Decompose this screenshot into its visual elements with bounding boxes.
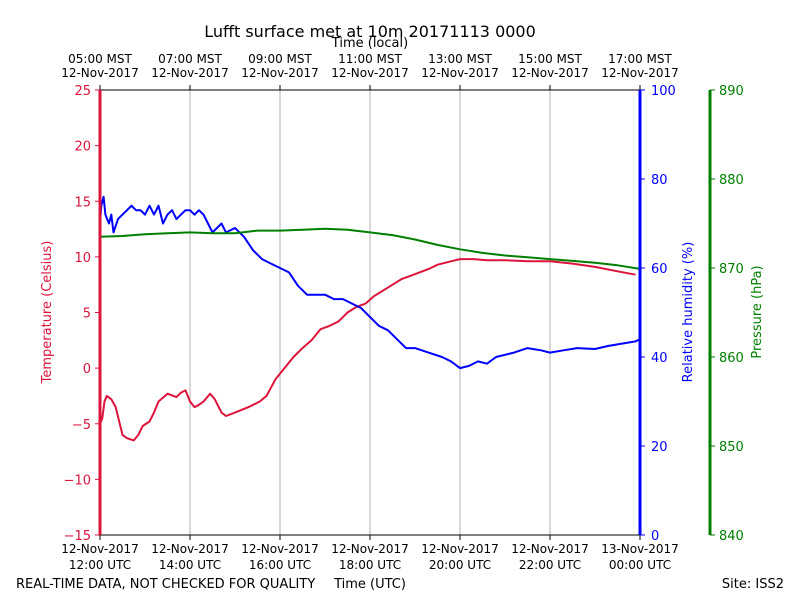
bottom-tick-date: 13-Nov-2017: [601, 542, 679, 556]
temperature-tick-label: 5: [83, 307, 91, 322]
top-tick-time: 11:00 MST: [338, 52, 402, 66]
top-tick-time: 17:00 MST: [608, 52, 672, 66]
top-tick-date: 12-Nov-2017: [511, 66, 589, 80]
temperature-tick-label: −10: [64, 473, 91, 488]
humidity-axis-label: Relative humidity (%): [681, 242, 696, 383]
pressure-tick-label: 890: [719, 84, 744, 99]
bottom-tick-time: 20:00 UTC: [429, 558, 491, 572]
humidity-tick-label: 60: [651, 262, 668, 277]
bottom-tick-date: 12-Nov-2017: [151, 542, 229, 556]
bottom-tick-date: 12-Nov-2017: [421, 542, 499, 556]
temperature-axis-label: Temperature (Celsius): [40, 241, 55, 385]
bottom-tick-time: 22:00 UTC: [519, 558, 581, 572]
temperature-tick-label: −15: [64, 529, 91, 544]
bottom-axis-label: Time (UTC): [333, 577, 406, 592]
series-layer: [99, 195, 641, 442]
pressure-tick-label: 870: [719, 262, 744, 277]
temperature-tick-label: 25: [74, 84, 91, 99]
temperature-tick-label: −5: [72, 418, 91, 433]
bottom-tick-date: 12-Nov-2017: [241, 542, 319, 556]
pressure-tick-label: 880: [719, 173, 744, 188]
top-tick-time: 05:00 MST: [68, 52, 132, 66]
top-tick-time: 09:00 MST: [248, 52, 312, 66]
temperature-tick-label: 10: [74, 251, 91, 266]
bottom-tick-time: 16:00 UTC: [249, 558, 311, 572]
bottom-tick-date: 12-Nov-2017: [331, 542, 409, 556]
quality-disclaimer: REAL-TIME DATA, NOT CHECKED FOR QUALITY: [16, 577, 315, 592]
top-tick-time: 13:00 MST: [428, 52, 492, 66]
temperature-tick-label: 15: [74, 195, 91, 210]
top-tick-date: 12-Nov-2017: [331, 66, 409, 80]
pressure-tick-label: 860: [719, 351, 744, 366]
top-tick-date: 12-Nov-2017: [241, 66, 319, 80]
pressure-axis-label: Pressure (hPa): [750, 265, 765, 358]
chart-title: Lufft surface met at 10m 20171113 0000: [204, 22, 536, 41]
vertical-grid: [189, 90, 551, 535]
temperature-tick-label: 20: [74, 140, 91, 155]
bottom-tick-time: 00:00 UTC: [609, 558, 671, 572]
series-line-temperature: [99, 258, 636, 442]
series-line-humidity: [99, 195, 641, 370]
series-line-pressure: [99, 227, 641, 270]
top-tick-date: 12-Nov-2017: [601, 66, 679, 80]
top-tick-date: 12-Nov-2017: [421, 66, 499, 80]
temperature-tick-label: 0: [83, 362, 91, 377]
humidity-tick-label: 100: [651, 84, 676, 99]
axes-layer: −15 −10 −5 0 5 10 15 20 25 0 20 40 60 80 100 840 850 860 8…: [61, 52, 744, 572]
site-label: Site: ISS2: [722, 577, 784, 592]
humidity-tick-label: 0: [651, 529, 659, 544]
humidity-tick-label: 40: [651, 351, 668, 366]
top-tick-date: 12-Nov-2017: [61, 66, 139, 80]
bottom-tick-time: 18:00 UTC: [339, 558, 401, 572]
bottom-tick-date: 12-Nov-2017: [61, 542, 139, 556]
top-axis-label: Time (local): [331, 36, 408, 51]
humidity-tick-label: 80: [651, 173, 668, 188]
pressure-tick-label: 840: [719, 529, 744, 544]
top-tick-time: 07:00 MST: [158, 52, 222, 66]
bottom-tick-time: 14:00 UTC: [159, 558, 221, 572]
top-tick-date: 12-Nov-2017: [151, 66, 229, 80]
pressure-tick-label: 850: [719, 440, 744, 455]
humidity-tick-label: 20: [651, 440, 668, 455]
bottom-tick-date: 12-Nov-2017: [511, 542, 589, 556]
bottom-tick-time: 12:00 UTC: [69, 558, 131, 572]
top-tick-time: 15:00 MST: [518, 52, 582, 66]
